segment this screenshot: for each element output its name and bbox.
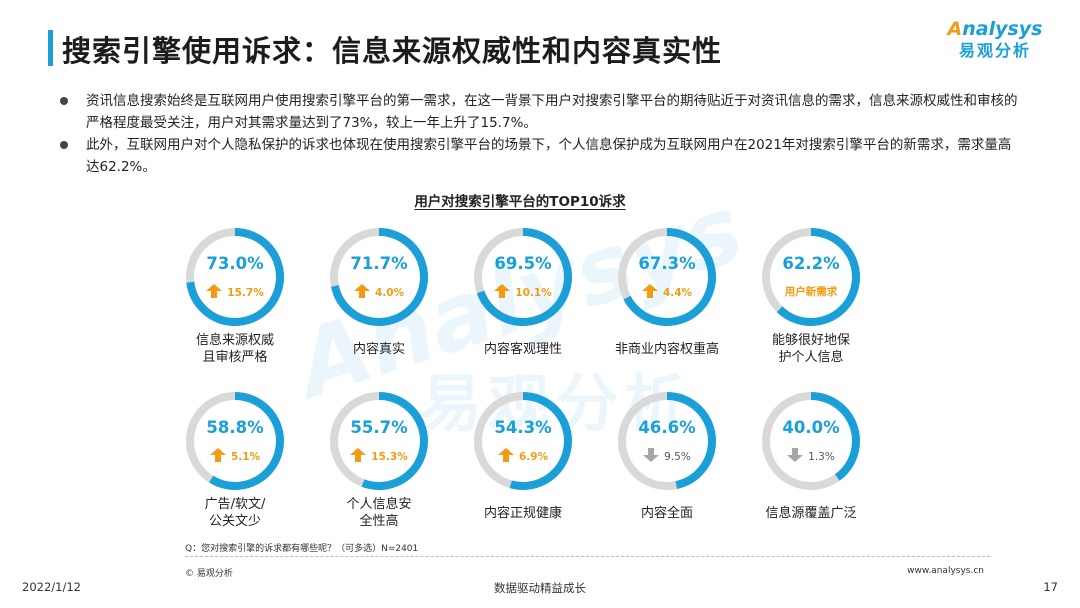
logo-english: Analysys bbox=[940, 18, 1050, 40]
donut-category-line: 护个人信息 bbox=[778, 350, 844, 365]
donut-value-label: 55.7% bbox=[350, 418, 408, 437]
donut-category-line: 广告/软文/ bbox=[204, 497, 266, 512]
donut-category-line: 内容客观理性 bbox=[483, 342, 562, 357]
donut-change-label: 用户新需求 bbox=[741, 284, 881, 299]
donut-category-line: 信息源覆盖广泛 bbox=[765, 506, 857, 521]
donut-value-label: 58.8% bbox=[206, 418, 264, 437]
website-link[interactable]: www.analysys.cn bbox=[907, 566, 984, 576]
source-note: © 易观分析 bbox=[185, 569, 233, 579]
arrow-down-icon bbox=[787, 448, 804, 462]
donut-category-line: 内容全面 bbox=[640, 506, 693, 521]
donut-category-label: 信息源覆盖广泛 bbox=[741, 505, 881, 522]
donut-category-label: 内容正规健康 bbox=[453, 505, 593, 522]
donut-change-text: 1.3% bbox=[808, 451, 835, 463]
survey-question: Q：您对搜索引擎的诉求都有哪些呢？（可多选）N=2401 bbox=[185, 544, 419, 554]
donut-change-text: 15.7% bbox=[227, 287, 264, 299]
donut-value-arc bbox=[330, 228, 428, 326]
donut-change-text: 用户新需求 bbox=[784, 286, 838, 298]
bullet-item: 资讯信息搜索始终是互联网用户使用搜索引擎平台的第一需求，在这一背景下用户对搜索引… bbox=[60, 90, 1020, 134]
arrow-up-icon bbox=[641, 284, 658, 298]
donut-category-label: 个人信息安 全性高 bbox=[309, 496, 449, 530]
donut-category-line: 公关文少 bbox=[208, 514, 261, 529]
donut-change-label: 10.1% bbox=[453, 284, 593, 299]
arrow-up-icon bbox=[206, 284, 223, 298]
logo-chinese: 易观分析 bbox=[958, 41, 1031, 60]
donut-category-label: 非商业内容权重高 bbox=[597, 341, 737, 358]
donut-value-label: 46.6% bbox=[638, 418, 696, 437]
analysys-logo: Analysys 易观分析 bbox=[940, 18, 1050, 62]
donut-change-label: 1.3% bbox=[741, 448, 881, 463]
donut-value-arc bbox=[762, 392, 860, 490]
donut-change-text: 10.1% bbox=[515, 287, 552, 299]
donut-change-label: 4.0% bbox=[309, 284, 449, 299]
donut-change-label: 5.1% bbox=[165, 448, 305, 463]
summary-bullets: 资讯信息搜索始终是互联网用户使用搜索引擎平台的第一需求，在这一背景下用户对搜索引… bbox=[60, 90, 1020, 178]
donut-change-text: 15.3% bbox=[371, 451, 408, 463]
arrow-up-icon bbox=[350, 448, 367, 462]
donut-category-label: 内容真实 bbox=[309, 341, 449, 358]
donut-category-line: 内容正规健康 bbox=[483, 506, 562, 521]
donut-change-label: 9.5% bbox=[597, 448, 737, 463]
footer-slogan: 数据驱动精益成长 bbox=[494, 581, 586, 595]
donut-category-line: 全性高 bbox=[359, 514, 399, 529]
donut-change-text: 4.0% bbox=[374, 287, 405, 299]
donut-value-arc bbox=[474, 228, 572, 326]
logo-english-text: nalysys bbox=[962, 18, 1043, 40]
donut-category-label: 能够很好地保 护个人信息 bbox=[741, 332, 881, 366]
bullet-text: 资讯信息搜索始终是互联网用户使用搜索引擎平台的第一需求，在这一背景下用户对搜索引… bbox=[86, 93, 1018, 131]
arrow-up-icon bbox=[209, 448, 226, 462]
donut-change-text: 9.5% bbox=[664, 451, 691, 463]
bullet-text: 此外，互联网用户对个人隐私保护的诉求也体现在使用搜索引擎平台的场景下，个人信息保… bbox=[86, 137, 1012, 175]
bullet-item: 此外，互联网用户对个人隐私保护的诉求也体现在使用搜索引擎平台的场景下，个人信息保… bbox=[60, 134, 1020, 178]
donut-value-label: 73.0% bbox=[206, 254, 264, 273]
donut-change-text: 4.4% bbox=[662, 287, 693, 299]
donut-category-label: 广告/软文/公关文少 bbox=[165, 496, 305, 530]
bullet-dot-icon bbox=[60, 97, 68, 105]
donut-value-label: 69.5% bbox=[494, 254, 552, 273]
donut-value-label: 40.0% bbox=[782, 418, 840, 437]
donut-category-line: 且审核严格 bbox=[202, 350, 268, 365]
donut-value-label: 54.3% bbox=[494, 418, 552, 437]
arrow-up-icon bbox=[497, 448, 514, 462]
donut-value-arc bbox=[762, 228, 860, 326]
donut-category-line: 信息来源权威 bbox=[195, 333, 274, 348]
donut-value-arc bbox=[618, 228, 716, 326]
donut-value-arc bbox=[330, 392, 428, 490]
donut-value-label: 67.3% bbox=[638, 254, 696, 273]
donut-category-label: 内容全面 bbox=[597, 505, 737, 522]
page-title: 搜索引擎使用诉求：信息来源权威性和内容真实性 bbox=[62, 34, 723, 68]
donut-value-arc bbox=[186, 228, 284, 326]
bullet-dot-icon bbox=[60, 141, 68, 149]
arrow-down-icon bbox=[643, 448, 660, 462]
donut-change-label: 15.7% bbox=[165, 284, 305, 299]
donut-change-label: 15.3% bbox=[309, 448, 449, 463]
donut-change-label: 4.4% bbox=[597, 284, 737, 299]
donut-category-line: 个人信息安 bbox=[346, 497, 412, 512]
donut-change-text: 6.9% bbox=[518, 451, 549, 463]
chart-title-text: 用户对搜索引擎平台的TOP10诉求 bbox=[414, 194, 626, 210]
donut-value-arc bbox=[618, 392, 716, 490]
page-number: 17 bbox=[1043, 580, 1058, 594]
donut-value-label: 71.7% bbox=[350, 254, 408, 273]
title-accent-bar bbox=[48, 30, 53, 66]
donut-value-label: 62.2% bbox=[782, 254, 840, 273]
donut-category-label: 内容客观理性 bbox=[453, 341, 593, 358]
logo-initial: A bbox=[947, 18, 963, 40]
donut-value-arc bbox=[474, 392, 572, 490]
donut-category-label: 信息来源权威 且审核严格 bbox=[165, 332, 305, 366]
arrow-up-icon bbox=[353, 284, 370, 298]
donut-category-line: 能够很好地保 bbox=[771, 333, 850, 348]
donut-change-text: 5.1% bbox=[230, 451, 261, 463]
donut-value-arc bbox=[186, 392, 284, 490]
donut-category-line: 非商业内容权重高 bbox=[614, 342, 719, 357]
chart-title: 用户对搜索引擎平台的TOP10诉求 bbox=[0, 190, 1040, 210]
arrow-up-icon bbox=[494, 284, 511, 298]
footer-divider bbox=[185, 556, 990, 557]
donut-category-line: 内容真实 bbox=[352, 342, 405, 357]
donut-change-label: 6.9% bbox=[453, 448, 593, 463]
report-date: 2022/1/12 bbox=[22, 580, 81, 594]
